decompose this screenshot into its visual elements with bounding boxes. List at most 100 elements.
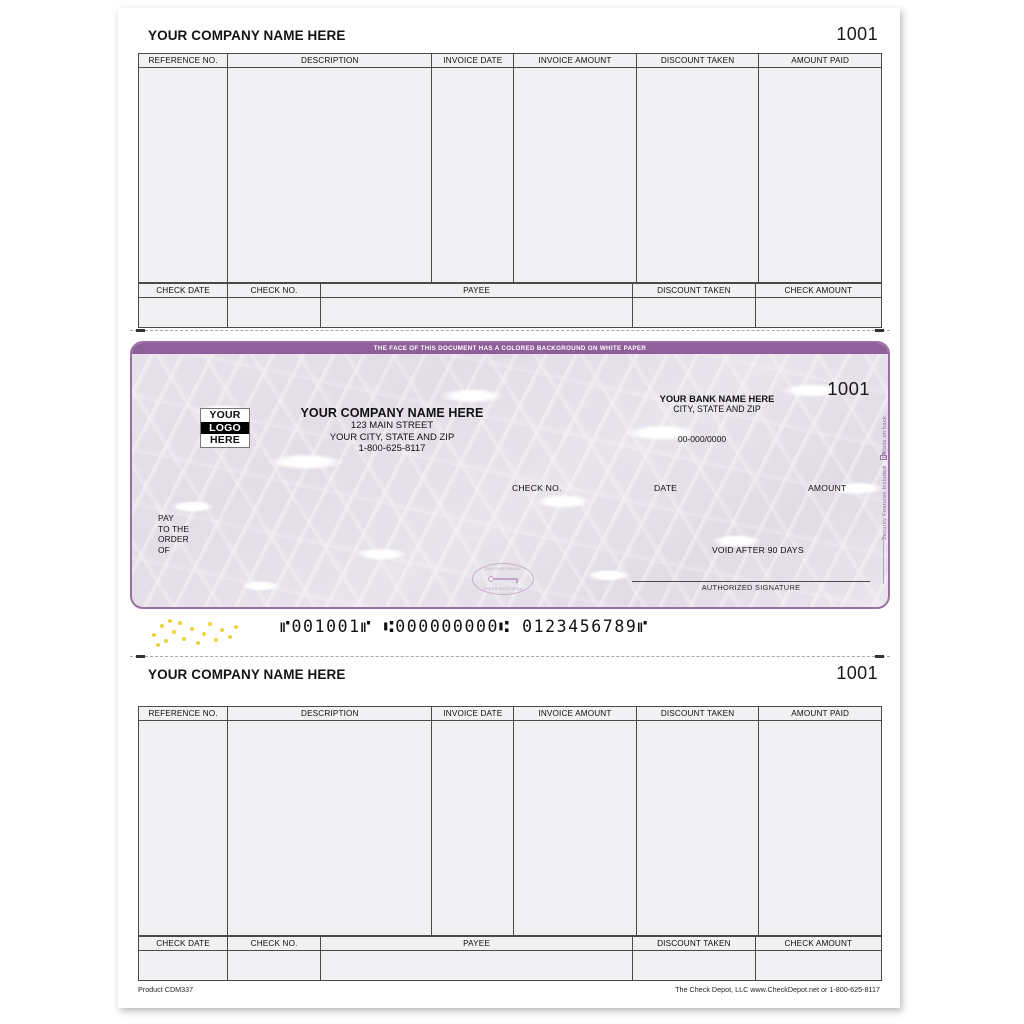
bottom-stub-check-number: 1001 [836,663,878,683]
payee-field[interactable] [320,297,634,328]
amount-paid-field[interactable] [758,720,882,936]
column-header: INVOICE DATE [431,53,515,68]
pay-line-3: ORDER [158,534,189,544]
pay-line-1: PAY [158,513,174,523]
column-header: PAYEE [320,936,634,951]
column-header: CHECK DATE [137,283,229,298]
bottom-stub-footer-body-row [137,950,883,981]
column-header: DESCRIPTION [227,53,433,68]
check-no-field[interactable] [227,950,322,981]
column-header: DISCOUNT TAKEN [635,53,760,68]
top-stub-header: YOUR COMPANY NAME HERE 1001 [138,24,882,45]
discount-taken-total-field[interactable] [632,297,756,328]
bottom-stub-company-name: YOUR COMPANY NAME HERE [148,667,346,682]
check-body: THE FACE OF THIS DOCUMENT HAS A COLORED … [130,341,890,609]
column-header: PAYEE [320,283,634,298]
column-header: CHECK AMOUNT [754,283,883,298]
void-after-notice: VOID AFTER 90 DAYS [712,545,804,555]
issuer-phone: 1-800-625-8117 [358,443,426,454]
top-stub-header-row: REFERENCE NO. DESCRIPTION INVOICE DATE I… [137,53,882,68]
bottom-stub-table: REFERENCE NO. DESCRIPTION INVOICE DATE I… [137,706,882,936]
description-field[interactable] [227,720,433,936]
description-field[interactable] [227,67,433,283]
pay-line-2: TO THE [158,523,190,534]
column-header: CHECK NO. [227,283,322,298]
invoice-date-field[interactable] [431,67,515,283]
discount-taken-field[interactable] [635,720,760,936]
discount-taken-field[interactable] [635,67,760,283]
bottom-stub-header-row: REFERENCE NO. DESCRIPTION INVOICE DATE I… [137,706,882,721]
issuer-street: 123 MAIN STREET [350,420,434,431]
invoice-date-field[interactable] [431,720,515,936]
discount-taken-total-field[interactable] [632,950,756,981]
column-header: DISCOUNT TAKEN [632,283,756,298]
label-amount: AMOUNT [808,483,847,493]
issuer-city-state-zip: YOUR CITY, STATE AND ZIP [329,431,455,443]
bottom-stub-footer-header-row: CHECK DATE CHECK NO. PAYEE DISCOUNT TAKE… [137,936,883,951]
top-stub-footer-body-row [137,297,883,328]
security-banner: THE FACE OF THIS DOCUMENT HAS A COLORED … [132,343,888,354]
product-code: Product CDM337 [138,985,194,994]
check-page: YOUR COMPANY NAME HERE 1001 REFERENCE NO… [118,8,900,1008]
column-header: INVOICE DATE [431,706,515,721]
routing-fraction: 00-000/0000 [677,434,727,444]
check-number-display: 1001 [827,378,870,399]
top-stub: YOUR COMPANY NAME HERE 1001 REFERENCE NO… [137,24,883,328]
micr-encoding-line: ⑈001001⑈ ⑆000000000⑆ 0123456789⑈ [280,617,649,636]
top-stub-body-row [137,67,882,283]
logo-line-3: HERE [210,434,240,446]
bank-city-state-zip: CITY, STATE AND ZIP [673,404,761,414]
check-amount-field[interactable] [754,297,883,328]
issuer-name: YOUR COMPANY NAME HERE [300,406,484,420]
check-date-field[interactable] [137,950,229,981]
invoice-amount-field[interactable] [513,720,637,936]
pay-to-the-order-of-label: PAY TO THE ORDER OF [158,513,189,555]
perforation-top [130,329,890,332]
column-header: REFERENCE NO. [137,706,229,721]
top-stub-check-number: 1001 [836,24,878,44]
top-stub-footer-table: CHECK DATE CHECK NO. PAYEE DISCOUNT TAKE… [137,283,883,328]
column-header: CHECK AMOUNT [754,936,883,951]
security-side-strip: Details on back. Security Features Inclu… [870,354,888,607]
column-header: CHECK DATE [137,936,229,951]
seal-bottom-text: PAPER WITH SEAL [483,587,523,591]
top-stub-footer-header-row: CHECK DATE CHECK NO. PAYEE DISCOUNT TAKE… [137,283,883,298]
column-header: AMOUNT PAID [758,53,882,68]
amount-paid-field[interactable] [758,67,882,283]
authorized-signature-label: AUTHORIZED SIGNATURE [701,583,801,592]
check-date-field[interactable] [137,297,229,328]
reference-no-field[interactable] [137,67,229,283]
signature-line[interactable] [632,581,870,582]
bottom-stub-header: YOUR COMPANY NAME HERE 1001 [138,663,882,684]
top-stub-company-name: YOUR COMPANY NAME HERE [148,28,346,43]
side-rule-divider [883,536,884,584]
label-check-no: CHECK NO. [512,483,562,493]
column-header: AMOUNT PAID [758,706,882,721]
micr-row: ⑈001001⑈ ⑆000000000⑆ 0123456789⑈ [130,615,890,649]
payee-field[interactable] [320,950,634,981]
vendor-info: The Check Depot, LLC www.CheckDepot.net … [675,985,880,994]
security-dot-pattern [148,619,240,647]
check-no-field[interactable] [227,297,322,328]
issuer-block: YOUR COMPANY NAME HERE 123 MAIN STREET Y… [262,406,522,455]
bank-name: YOUR BANK NAME HERE [659,394,775,404]
check-inner: 1001 YOUR LOGO HERE YOUR COMPANY NAME HE… [132,354,888,607]
bottom-stub-body-row [137,720,882,936]
invoice-amount-field[interactable] [513,67,637,283]
column-header: DISCOUNT TAKEN [635,706,760,721]
bank-block: YOUR BANK NAME HERE CITY, STATE AND ZIP [602,394,832,415]
check-amount-field[interactable] [754,950,883,981]
column-header: INVOICE AMOUNT [513,53,637,68]
perforation-bottom [130,655,890,658]
key-icon [488,576,518,583]
page-footer: Product CDM337 The Check Depot, LLC www.… [138,985,880,994]
bottom-stub: YOUR COMPANY NAME HERE 1001 REFERENCE NO… [137,663,883,981]
logo-placeholder[interactable]: YOUR LOGO HERE [200,408,250,448]
logo-line-2: LOGO [201,421,249,434]
label-date: DATE [654,483,678,493]
column-header: CHECK NO. [227,936,322,951]
security-seal-icon: OUR HIGH IMAGE PAPER WITH SEAL [472,563,534,595]
reference-no-field[interactable] [137,720,229,936]
logo-line-1: YOUR [209,409,241,421]
top-stub-table: REFERENCE NO. DESCRIPTION INVOICE DATE I… [137,53,882,283]
